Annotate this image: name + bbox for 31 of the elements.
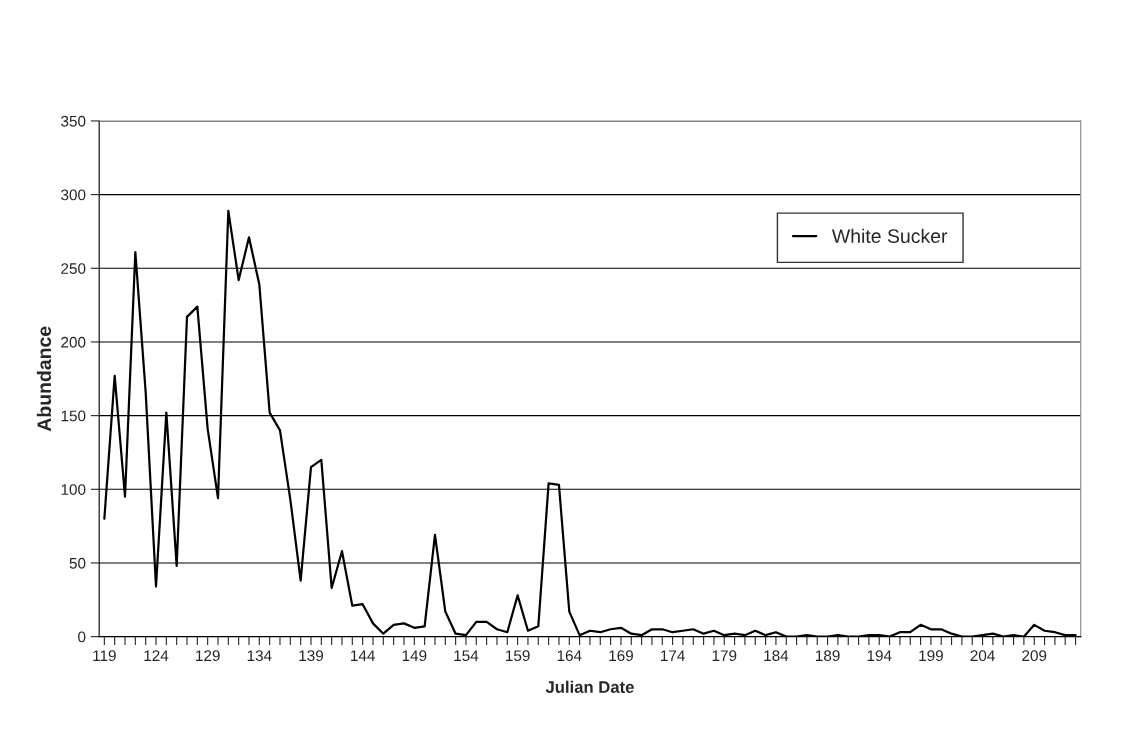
y-tick-label: 0	[78, 631, 86, 643]
x-tick-label: 129	[196, 650, 220, 662]
x-tick-label: 159	[506, 650, 530, 662]
y-tick-label: 100	[61, 484, 86, 495]
x-tick-label: 144	[351, 650, 375, 661]
x-tick-label: 199	[919, 650, 943, 662]
x-tick-label: 179	[712, 650, 737, 662]
x-tick-label: 189	[816, 650, 840, 662]
x-tick-label: 124	[144, 650, 169, 661]
y-tick-label: 150	[61, 410, 86, 422]
x-tick-label: 174	[661, 650, 685, 661]
x-tick-label: 209	[1022, 650, 1047, 662]
y-tick-label: 350	[61, 115, 86, 127]
x-tick-label: 149	[402, 650, 427, 662]
x-tick-label: 139	[299, 650, 324, 662]
x-tick-label: 164	[557, 650, 582, 662]
x-tick-label: 119	[93, 650, 116, 662]
y-tick-label: 250	[61, 263, 86, 274]
x-tick-label: 134	[247, 650, 272, 662]
x-tick-label: 154	[454, 650, 479, 662]
legend-label: White Sucker	[831, 228, 948, 244]
x-tick-label: 184	[764, 650, 789, 662]
line-series	[103, 209, 1077, 637]
x-tick-label: 194	[867, 650, 892, 662]
y-axis-title: Abundance	[36, 326, 52, 432]
y-tick-label: 300	[61, 189, 86, 201]
x-tick-label: 204	[970, 650, 995, 662]
y-tick-label: 200	[61, 336, 86, 348]
x-axis-title: Julian Date	[545, 680, 634, 693]
x-tick-label: 169	[609, 650, 633, 662]
y-tick-label: 50	[69, 557, 86, 569]
